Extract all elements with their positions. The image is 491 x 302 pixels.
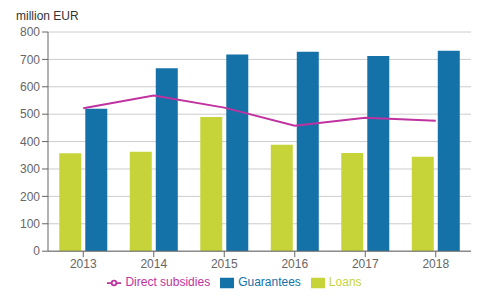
svg-text:600: 600 — [20, 80, 40, 94]
svg-text:2018: 2018 — [422, 257, 449, 271]
svg-text:2017: 2017 — [352, 257, 379, 271]
svg-text:2014: 2014 — [140, 257, 167, 271]
html-text:Direct subsidies: Direct subsidies — [125, 275, 211, 290]
svg-text:2015: 2015 — [211, 257, 238, 271]
html-text:Loans: Loans — [328, 275, 362, 290]
svg-text:2013: 2013 — [70, 257, 97, 271]
svg-text:400: 400 — [20, 135, 40, 149]
html-text:million EUR: million EUR — [16, 9, 79, 23]
html-text:Guarantees: Guarantees — [238, 275, 301, 290]
svg-text:0: 0 — [33, 244, 40, 258]
svg-text:200: 200 — [20, 190, 40, 204]
svg-text:800: 800 — [20, 25, 40, 39]
svg-text:300: 300 — [20, 162, 40, 176]
svg-text:2016: 2016 — [281, 257, 308, 271]
svg-text:100: 100 — [20, 217, 40, 231]
svg-text:500: 500 — [20, 107, 40, 121]
svg-text:700: 700 — [20, 53, 40, 67]
